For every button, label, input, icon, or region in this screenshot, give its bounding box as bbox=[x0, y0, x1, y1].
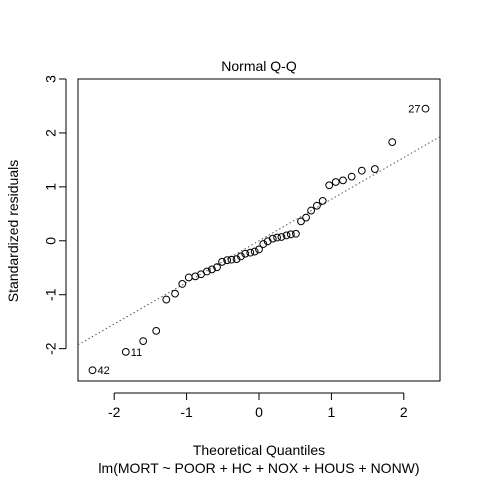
qq-point bbox=[292, 229, 300, 238]
qq-point bbox=[237, 252, 245, 261]
qq-point bbox=[357, 166, 366, 175]
point-label: 27 bbox=[408, 104, 420, 116]
qq-point bbox=[202, 267, 211, 276]
qq-point bbox=[218, 257, 226, 266]
qq-point bbox=[307, 206, 316, 215]
qq-point bbox=[339, 176, 347, 185]
qq-point bbox=[227, 255, 236, 264]
qq-point bbox=[331, 178, 340, 186]
qq-point bbox=[273, 233, 282, 242]
qq-point bbox=[282, 231, 291, 240]
qq-point bbox=[246, 248, 255, 257]
reference-line bbox=[78, 136, 440, 346]
qq-point bbox=[370, 165, 379, 173]
qq-point bbox=[121, 347, 130, 356]
y-tick-label: 1 bbox=[43, 183, 59, 191]
y-axis-label: Standardized residuals bbox=[5, 160, 21, 302]
x-tick-label: 0 bbox=[255, 404, 263, 420]
reference-line-group bbox=[78, 136, 440, 346]
qq-point bbox=[388, 138, 397, 146]
chart-title: Normal Q-Q bbox=[221, 58, 297, 74]
qq-point bbox=[208, 265, 216, 274]
model-formula-subtitle: lm(MORT ~ POOR + HC + NOX + HOUS + NONW) bbox=[98, 460, 419, 476]
qq-point bbox=[268, 234, 277, 243]
axes: -2 -1 0 1 2 -2 -1 0 1 2 3 bbox=[43, 75, 441, 420]
points-group bbox=[88, 104, 430, 375]
x-tick-label: 1 bbox=[328, 404, 336, 420]
qq-point bbox=[286, 230, 295, 239]
qq-point bbox=[162, 295, 171, 304]
qq-point bbox=[232, 255, 241, 264]
y-tick-label: 3 bbox=[43, 75, 59, 83]
point-labels-group: 42 11 27 bbox=[97, 104, 420, 378]
point-label: 11 bbox=[131, 347, 142, 359]
qq-point bbox=[184, 273, 193, 282]
qq-point bbox=[178, 280, 187, 288]
qq-point bbox=[297, 217, 305, 226]
qq-point bbox=[318, 196, 327, 205]
x-tick-label: -1 bbox=[180, 404, 193, 420]
y-tick-label: -1 bbox=[43, 288, 59, 301]
qq-point bbox=[171, 289, 179, 298]
x-axis-label: Theoretical Quantiles bbox=[193, 442, 325, 458]
qq-point bbox=[255, 245, 263, 254]
y-tick-label: -2 bbox=[43, 342, 59, 355]
qq-point bbox=[421, 104, 430, 113]
qq-point bbox=[259, 240, 268, 248]
qq-point bbox=[213, 263, 221, 272]
qq-point bbox=[277, 233, 286, 241]
x-tick-label: -2 bbox=[108, 404, 121, 420]
qq-point bbox=[250, 247, 259, 256]
qq-point bbox=[139, 337, 148, 345]
qq-point bbox=[347, 172, 356, 181]
plot-frame bbox=[77, 78, 441, 382]
point-label: 42 bbox=[97, 365, 109, 377]
y-tick-label: 0 bbox=[43, 237, 59, 245]
qq-point bbox=[152, 326, 161, 335]
qq-point bbox=[313, 201, 321, 210]
y-tick-label: 2 bbox=[43, 129, 59, 137]
qq-point bbox=[241, 249, 250, 258]
x-tick-label: 2 bbox=[400, 404, 408, 420]
qq-point bbox=[223, 256, 232, 265]
qq-point bbox=[88, 366, 97, 375]
qq-point bbox=[302, 213, 310, 222]
qq-point bbox=[325, 181, 334, 190]
